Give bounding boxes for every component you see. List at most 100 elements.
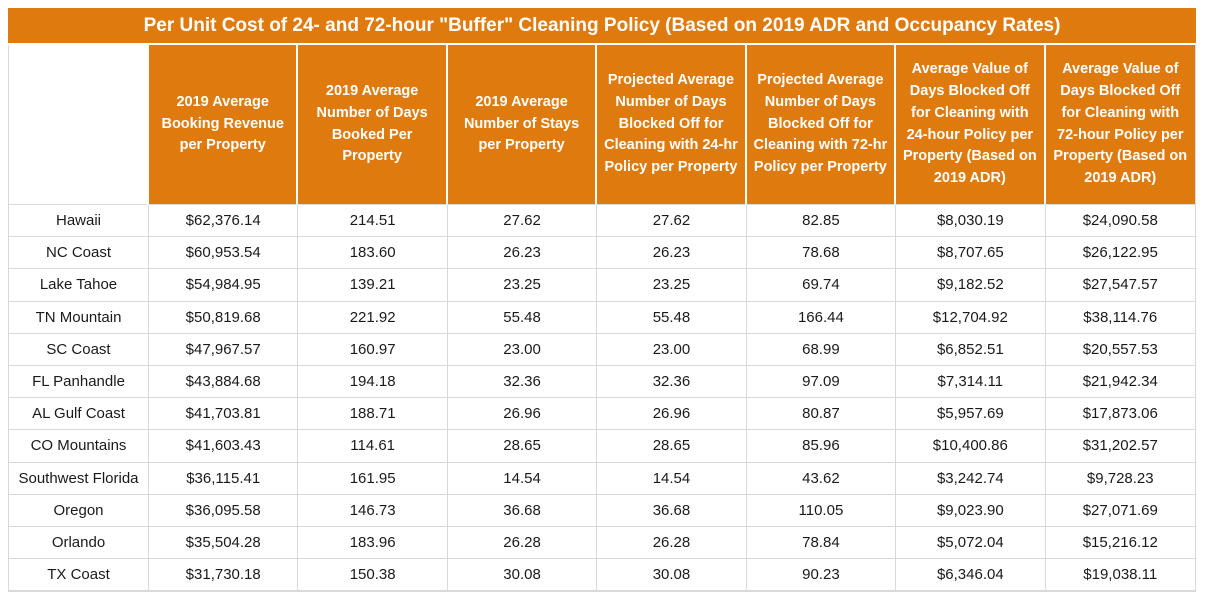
value-cell: 139.21 <box>298 269 448 302</box>
value-cell: $41,703.81 <box>149 398 299 431</box>
header-row: 2019 Average Booking Revenue per Propert… <box>9 45 1195 205</box>
value-cell: 28.65 <box>597 430 747 463</box>
region-cell: CO Mountains <box>9 430 149 463</box>
region-cell: Hawaii <box>9 205 149 238</box>
value-cell: $19,038.11 <box>1045 559 1195 592</box>
region-cell: NC Coast <box>9 237 149 270</box>
table-container: Per Unit Cost of 24- and 72-hour "Buffer… <box>8 8 1196 593</box>
value-cell: $24,090.58 <box>1045 205 1195 238</box>
value-cell: 30.08 <box>447 559 598 592</box>
region-cell: AL Gulf Coast <box>9 398 149 431</box>
value-cell: $7,314.11 <box>896 365 1046 399</box>
value-cell: 183.96 <box>298 526 448 560</box>
table-body: Hawaii $62,376.14 214.51 27.62 27.62 82.85 $8,… <box>9 205 1195 592</box>
value-cell: $20,557.53 <box>1045 333 1195 366</box>
value-cell: $27,547.57 <box>1045 269 1195 302</box>
value-cell: 188.71 <box>298 398 448 431</box>
value-cell: 55.48 <box>447 301 598 334</box>
value-cell: $3,242.74 <box>896 462 1046 495</box>
value-cell: 90.23 <box>746 559 897 592</box>
value-cell: $10,400.86 <box>896 430 1046 463</box>
value-cell: 68.99 <box>746 333 897 366</box>
value-cell: 26.23 <box>597 237 747 270</box>
value-cell: 221.92 <box>298 301 448 334</box>
value-cell: 14.54 <box>597 462 747 495</box>
column-header: 2019 Average Booking Revenue per Propert… <box>149 45 299 205</box>
value-cell: 80.87 <box>746 398 897 431</box>
value-cell: 183.60 <box>298 237 448 270</box>
value-cell: $6,852.51 <box>896 333 1046 366</box>
region-cell: Lake Tahoe <box>9 269 149 302</box>
value-cell: $36,095.58 <box>149 494 299 527</box>
table-row: CO Mountains $41,603.43 114.61 28.65 28.65 85… <box>9 430 1195 463</box>
value-cell: $12,704.92 <box>896 301 1046 334</box>
table-row: Hawaii $62,376.14 214.51 27.62 27.62 82.85 $8,… <box>9 205 1195 238</box>
column-header: Average Value of Days Blocked Off for Cl… <box>1045 45 1195 205</box>
value-cell: 26.23 <box>447 237 598 270</box>
region-cell: TN Mountain <box>9 301 149 334</box>
value-cell: $41,603.43 <box>149 430 299 463</box>
column-header: Projected Average Number of Days Blocked… <box>746 45 897 205</box>
value-cell: 26.96 <box>447 398 598 431</box>
table-row: Southwest Florida $36,115.41 161.95 14.54 14… <box>9 462 1195 495</box>
region-cell: Oregon <box>9 494 149 527</box>
value-cell: 194.18 <box>298 365 448 399</box>
table-row: NC Coast $60,953.54 183.60 26.23 26.23 78.68 $… <box>9 237 1195 270</box>
value-cell: 146.73 <box>298 494 448 527</box>
value-cell: $62,376.14 <box>149 205 299 238</box>
value-cell: $54,984.95 <box>149 269 299 302</box>
value-cell: 150.38 <box>298 559 448 592</box>
region-cell: FL Panhandle <box>9 365 149 399</box>
value-cell: $60,953.54 <box>149 237 299 270</box>
value-cell: 55.48 <box>597 301 747 334</box>
table-row: Oregon $36,095.58 146.73 36.68 36.68 110.05 $9… <box>9 494 1195 527</box>
value-cell: $27,071.69 <box>1045 494 1195 527</box>
value-cell: 85.96 <box>746 430 897 463</box>
corner-cell <box>9 45 149 205</box>
value-cell: 32.36 <box>447 365 598 399</box>
value-cell: $31,202.57 <box>1045 430 1195 463</box>
column-header: 2019 Average Number of Stays per Propert… <box>447 45 598 205</box>
region-cell: TX Coast <box>9 559 149 592</box>
value-cell: 36.68 <box>447 494 598 527</box>
value-cell: $47,967.57 <box>149 333 299 366</box>
value-cell: $35,504.28 <box>149 526 299 560</box>
value-cell: 32.36 <box>597 365 747 399</box>
column-header: Projected Average Number of Days Blocked… <box>597 45 747 205</box>
value-cell: 23.00 <box>447 333 598 366</box>
column-header: 2019 Average Number of Days Booked Per P… <box>298 45 448 205</box>
value-cell: $9,023.90 <box>896 494 1046 527</box>
region-cell: Orlando <box>9 526 149 560</box>
value-cell: $36,115.41 <box>149 462 299 495</box>
value-cell: 114.61 <box>298 430 448 463</box>
value-cell: 36.68 <box>597 494 747 527</box>
value-cell: 14.54 <box>447 462 598 495</box>
value-cell: 110.05 <box>746 494 897 527</box>
value-cell: 23.00 <box>597 333 747 366</box>
value-cell: 69.74 <box>746 269 897 302</box>
value-cell: 26.28 <box>597 526 747 560</box>
value-cell: $5,957.69 <box>896 398 1046 431</box>
table-row: Lake Tahoe $54,984.95 139.21 23.25 23.25 69.7… <box>9 269 1195 302</box>
value-cell: $43,884.68 <box>149 365 299 399</box>
value-cell: 160.97 <box>298 333 448 366</box>
table-row: FL Panhandle $43,884.68 194.18 32.36 32.36 97… <box>9 365 1195 399</box>
value-cell: $8,030.19 <box>896 205 1046 238</box>
value-cell: $21,942.34 <box>1045 365 1195 399</box>
value-cell: 30.08 <box>597 559 747 592</box>
value-cell: $8,707.65 <box>896 237 1046 270</box>
value-cell: 26.96 <box>597 398 747 431</box>
table-row: AL Gulf Coast $41,703.81 188.71 26.96 26.96 8… <box>9 398 1195 431</box>
region-cell: Southwest Florida <box>9 462 149 495</box>
value-cell: 78.84 <box>746 526 897 560</box>
value-cell: $9,182.52 <box>896 269 1046 302</box>
value-cell: 78.68 <box>746 237 897 270</box>
table-row: TX Coast $31,730.18 150.38 30.08 30.08 90.23 $… <box>9 559 1195 592</box>
region-cell: SC Coast <box>9 333 149 366</box>
value-cell: 23.25 <box>447 269 598 302</box>
column-header: Average Value of Days Blocked Off for Cl… <box>896 45 1046 205</box>
cleaning-cost-table: 2019 Average Booking Revenue per Propert… <box>8 45 1196 593</box>
value-cell: 26.28 <box>447 526 598 560</box>
table-row: SC Coast $47,967.57 160.97 23.00 23.00 68.99 $… <box>9 333 1195 366</box>
value-cell: 27.62 <box>447 205 598 238</box>
